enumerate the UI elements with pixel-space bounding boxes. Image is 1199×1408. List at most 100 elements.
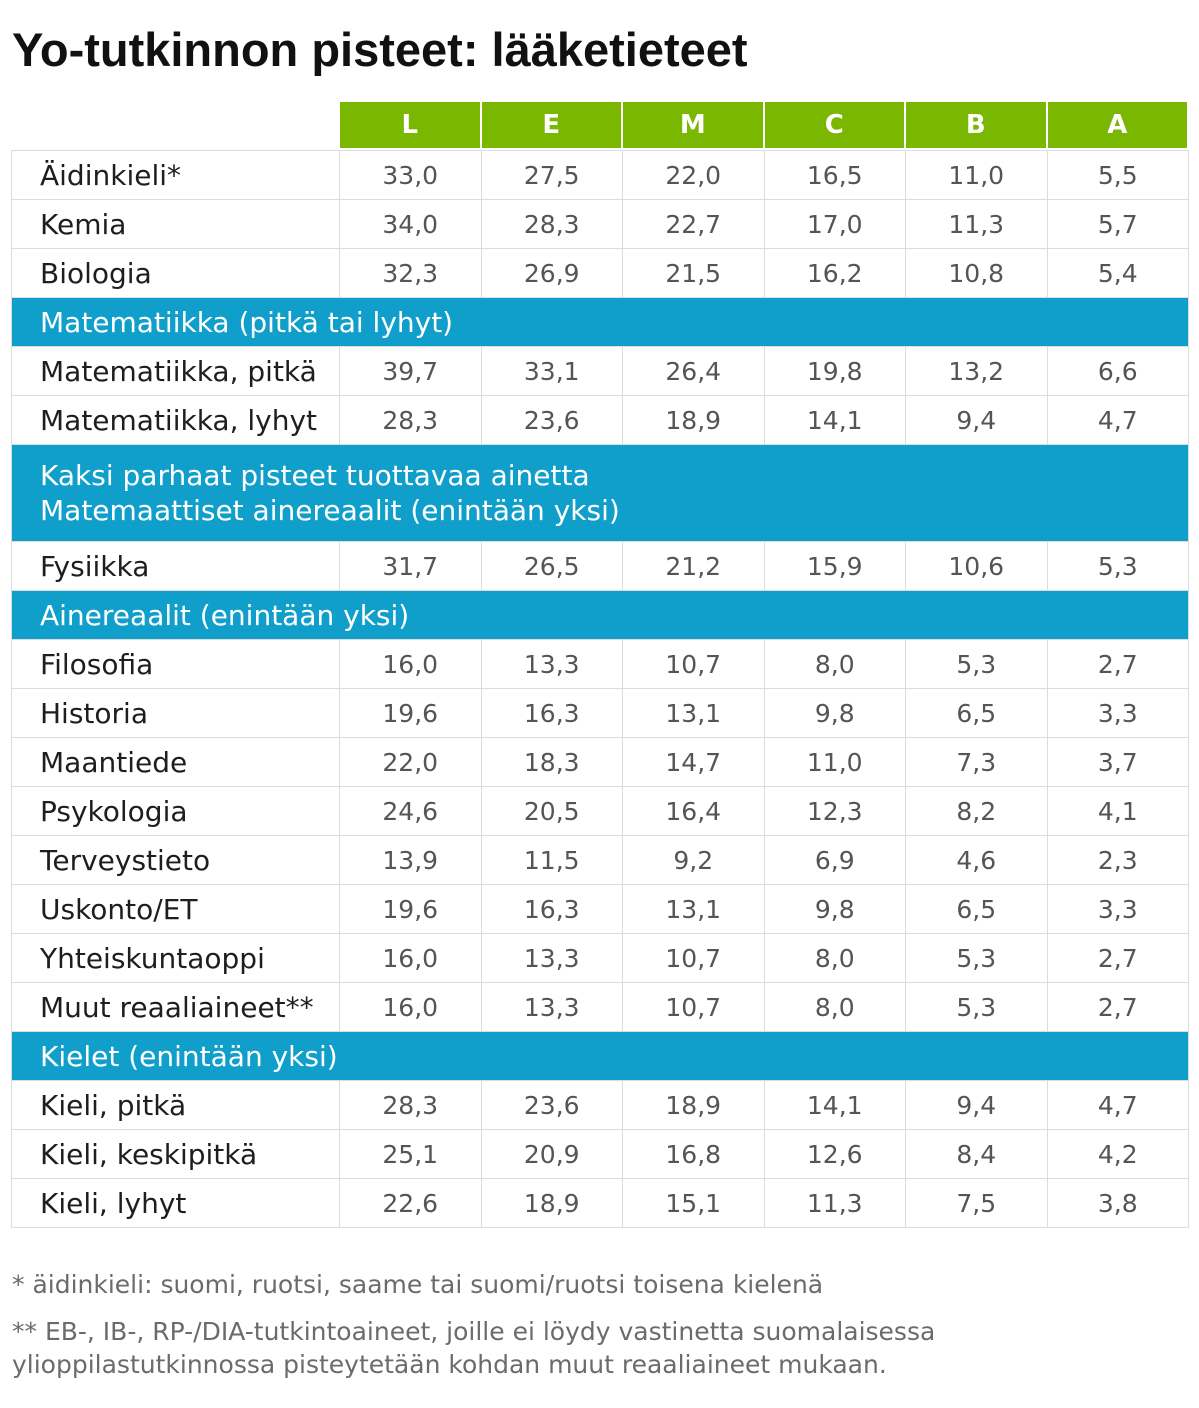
score-cell-l: 16,0 [339,640,481,688]
score-cell-b: 9,4 [905,1081,1047,1129]
score-cell-e: 13,3 [480,640,623,688]
header-spacer [12,102,339,148]
subject-label: Kieli, lyhyt [40,1186,187,1220]
score-cell-b: 8,4 [905,1130,1047,1178]
score-cell-e: 13,3 [480,934,623,982]
score-cell-b: 13,2 [905,347,1047,395]
score-cell-a: 4,1 [1046,787,1189,835]
score-cell-a: 4,2 [1046,1130,1189,1178]
score-cell-c: 9,8 [763,689,906,737]
subject-label: Kieli, keskipitkä [40,1137,258,1171]
score-cell-a: 3,8 [1046,1179,1189,1227]
subject-label: Kieli, pitkä [40,1088,187,1122]
score-cell-b: 4,6 [905,836,1047,884]
score-cell-c: 8,0 [763,934,906,982]
score-cell-c: 8,0 [763,640,906,688]
score-cell-l: 24,6 [339,787,481,835]
score-cell-e: 16,3 [480,689,623,737]
score-cell-e: 33,1 [480,347,623,395]
score-cell-a: 3,3 [1046,885,1189,933]
score-cell-c: 6,9 [763,836,906,884]
table-row: Kieli, keskipitkä 25,1 20,9 16,8 12,6 8,4 4,2 [12,1130,1188,1179]
table-row: Äidinkieli* 33,0 27,5 22,0 16,5 11,0 5,5 [12,151,1188,200]
section-header: Kielet (enintään yksi) [12,1032,1188,1081]
score-table: Äidinkieli* 33,0 27,5 22,0 16,5 11,0 5,5 Kemia 3… [11,150,1189,1228]
score-cell-b: 11,3 [905,200,1047,248]
score-cell-l: 32,3 [339,249,481,297]
score-cell-l: 22,6 [339,1179,481,1227]
score-cell-e: 11,5 [480,836,623,884]
score-cell-m: 10,7 [622,640,764,688]
score-cell-c: 15,9 [763,542,906,590]
section-header-line: Matematiikka (pitkä tai lyhyt) [40,305,454,339]
score-cell-c: 9,8 [763,885,906,933]
score-cell-m: 18,9 [622,396,764,444]
score-cell-l: 19,6 [339,885,481,933]
score-cell-l: 39,7 [339,347,481,395]
footnote-mother-tongue: * äidinkieli: suomi, ruotsi, saame tai s… [12,1268,823,1302]
table-row: Matematiikka, pitkä 39,7 33,1 26,4 19,8 13,2 6… [12,347,1188,396]
score-cell-m: 10,7 [622,934,764,982]
grade-header-b: B [906,102,1046,148]
score-cell-c: 12,6 [763,1130,906,1178]
score-cell-c: 12,3 [763,787,906,835]
subject-label: Muut reaaliaineet** [40,990,314,1024]
score-cell-b: 10,8 [905,249,1047,297]
score-cell-e: 28,3 [480,200,623,248]
table-row: Terveystieto 13,9 11,5 9,2 6,9 4,6 2,3 [12,836,1188,885]
table-row: Filosofia 16,0 13,3 10,7 8,0 5,3 2,7 [12,640,1188,689]
score-cell-b: 5,3 [905,640,1047,688]
grade-header-l: L [340,102,480,148]
score-cell-c: 11,3 [763,1179,906,1227]
score-cell-m: 16,4 [622,787,764,835]
score-cell-b: 6,5 [905,885,1047,933]
grade-header-m: M [623,102,763,148]
section-header: Kaksi parhaat pisteet tuottavaa ainetta M… [12,445,1188,542]
table-row: Kieli, lyhyt 22,6 18,9 15,1 11,3 7,5 3,8 [12,1179,1188,1228]
score-cell-a: 4,7 [1046,396,1189,444]
subject-label: Äidinkieli* [40,158,182,192]
table-row: Kemia 34,0 28,3 22,7 17,0 11,3 5,7 [12,200,1188,249]
score-cell-a: 2,7 [1046,934,1189,982]
section-header-line: Matemaattiset ainereaalit (enintään yksi… [40,494,620,527]
score-cell-l: 28,3 [339,1081,481,1129]
score-cell-l: 25,1 [339,1130,481,1178]
score-cell-b: 11,0 [905,151,1047,199]
table-row: Biologia 32,3 26,9 21,5 16,2 10,8 5,4 [12,249,1188,298]
score-cell-m: 21,2 [622,542,764,590]
table-row: Maantiede 22,0 18,3 14,7 11,0 7,3 3,7 [12,738,1188,787]
score-cell-m: 15,1 [622,1179,764,1227]
score-cell-a: 5,7 [1046,200,1189,248]
subject-label: Biologia [40,256,152,290]
table-row: Kieli, pitkä 28,3 23,6 18,9 14,1 9,4 4,7 [12,1081,1188,1130]
score-cell-c: 14,1 [763,396,906,444]
score-cell-a: 5,3 [1046,542,1189,590]
subject-label: Psykologia [40,794,188,828]
score-cell-c: 14,1 [763,1081,906,1129]
score-cell-e: 16,3 [480,885,623,933]
score-cell-e: 23,6 [480,396,623,444]
page-title: Yo-tutkinnon pisteet: lääketieteet [12,23,748,76]
subject-label: Uskonto/ET [40,892,198,926]
score-cell-c: 16,5 [763,151,906,199]
table-row: Matematiikka, lyhyt 28,3 23,6 18,9 14,1 9,4 4,… [12,396,1188,445]
score-cell-m: 13,1 [622,689,764,737]
score-cell-b: 7,3 [905,738,1047,786]
grade-header-c: C [764,102,904,148]
subject-label: Matematiikka, lyhyt [40,403,318,437]
subject-label: Kemia [40,207,127,241]
subject-label: Maantiede [40,745,188,779]
score-cell-b: 6,5 [905,689,1047,737]
score-cell-b: 5,3 [905,983,1047,1031]
section-header-line: Kielet (enintään yksi) [40,1039,338,1073]
table-row: Uskonto/ET 19,6 16,3 13,1 9,8 6,5 3,3 [12,885,1188,934]
subject-label: Fysiikka [40,549,150,583]
score-cell-l: 19,6 [339,689,481,737]
score-cell-l: 31,7 [339,542,481,590]
score-cell-c: 17,0 [763,200,906,248]
subject-label: Historia [40,696,148,730]
score-cell-e: 26,9 [480,249,623,297]
footnote-other-subjects: ** EB-, IB-, RP-/DIA-tutkintoaineet, joi… [12,1315,935,1381]
score-cell-a: 2,7 [1046,983,1189,1031]
section-header-line: Ainereaalit (enintään yksi) [40,598,410,632]
